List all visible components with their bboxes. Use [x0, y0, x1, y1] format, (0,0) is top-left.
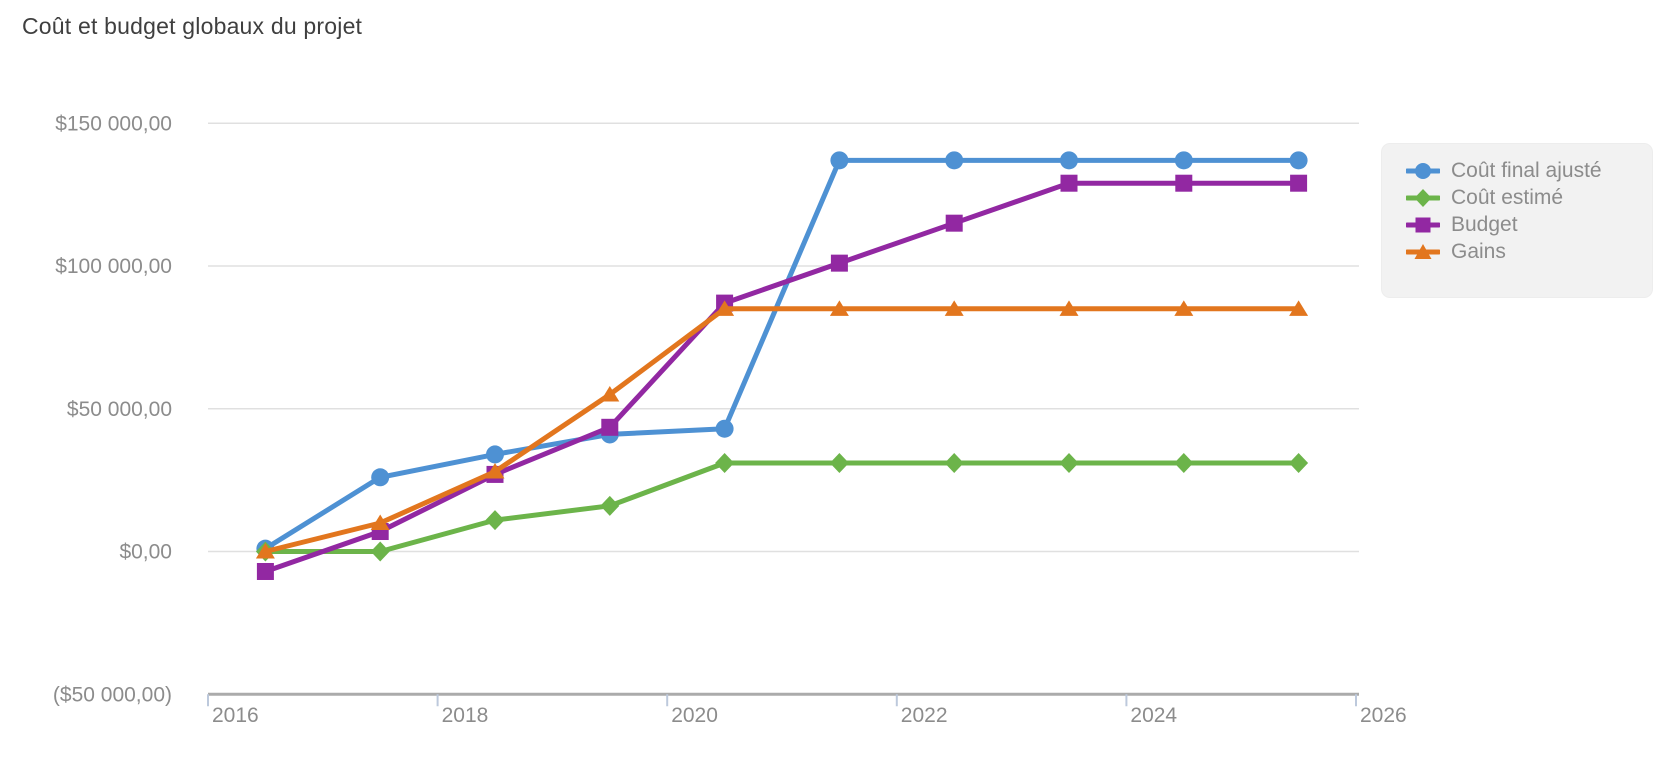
data-point-marker: [1060, 151, 1078, 170]
data-point-marker: [255, 543, 275, 559]
series-line: [262, 306, 1302, 554]
data-point-marker: [715, 419, 734, 438]
legend-item: Gains: [1406, 238, 1642, 265]
data-point-marker: [486, 445, 504, 464]
data-point-marker: [1289, 151, 1308, 170]
data-point-marker: [600, 385, 620, 402]
legend-item: Budget: [1406, 211, 1642, 238]
legend-item: Coût estimé: [1406, 184, 1642, 211]
data-point-marker: [830, 254, 848, 272]
legend-marker-triangle-icon: [1406, 243, 1440, 259]
legend-marker-diamond-icon: [1406, 188, 1440, 207]
data-point-marker: [944, 452, 964, 473]
y-tick-label: $0,00: [119, 541, 172, 564]
data-point-marker: [371, 468, 390, 487]
y-tick-label: $50 000,00: [67, 398, 172, 421]
data-point-marker: [256, 562, 274, 580]
legend-item: Coût final ajusté: [1406, 157, 1642, 184]
chart-title: Coût et budget globaux du projet: [22, 13, 363, 39]
x-tick-label: 2026: [1360, 704, 1407, 727]
legend-marker-square-icon: [1406, 217, 1440, 232]
data-point-marker: [945, 214, 963, 232]
data-point-marker: [1174, 300, 1194, 316]
data-point-marker: [944, 300, 964, 316]
y-tick-label: ($50 000,00): [53, 683, 172, 706]
data-point-marker: [830, 151, 849, 170]
y-tick-label: $150 000,00: [55, 112, 172, 135]
data-point-marker: [370, 514, 390, 530]
legend-item-label: Budget: [1451, 212, 1518, 236]
data-point-marker: [829, 452, 849, 473]
data-point-marker: [1175, 174, 1193, 192]
data-point-marker: [370, 541, 390, 562]
series-line: [262, 180, 1302, 574]
series-line: [262, 460, 1302, 554]
series-line: [262, 157, 1302, 552]
data-point-marker: [485, 510, 505, 531]
x-tick-label: 2018: [442, 704, 489, 727]
legend-item-label: Coût estimé: [1451, 185, 1564, 209]
legend-item-label: Coût final ajusté: [1451, 158, 1602, 182]
x-tick-label: 2024: [1130, 704, 1177, 727]
legend-item-label: Gains: [1451, 239, 1506, 263]
data-point-marker: [600, 495, 620, 516]
data-point-marker: [485, 463, 505, 479]
x-tick-label: 2020: [671, 704, 718, 727]
data-point-marker: [1289, 452, 1309, 473]
data-point-marker: [1174, 452, 1194, 473]
data-point-marker: [601, 418, 619, 436]
data-point-marker: [829, 300, 849, 316]
data-point-marker: [715, 452, 735, 473]
data-point-marker: [1059, 452, 1079, 473]
data-point-marker: [715, 300, 735, 316]
chart-legend: Coût final ajusté Coût estimé Budget Gains: [1381, 143, 1653, 298]
x-tick-label: 2016: [212, 704, 259, 727]
data-point-marker: [1060, 174, 1078, 192]
data-point-marker: [1289, 300, 1309, 316]
data-point-marker: [1174, 151, 1193, 170]
data-point-marker: [1059, 300, 1079, 316]
y-tick-label: $100 000,00: [55, 255, 172, 278]
data-point-marker: [1290, 174, 1308, 192]
legend-marker-circle-icon: [1406, 162, 1440, 179]
x-tick-label: 2022: [901, 704, 948, 727]
data-point-marker: [945, 151, 964, 170]
